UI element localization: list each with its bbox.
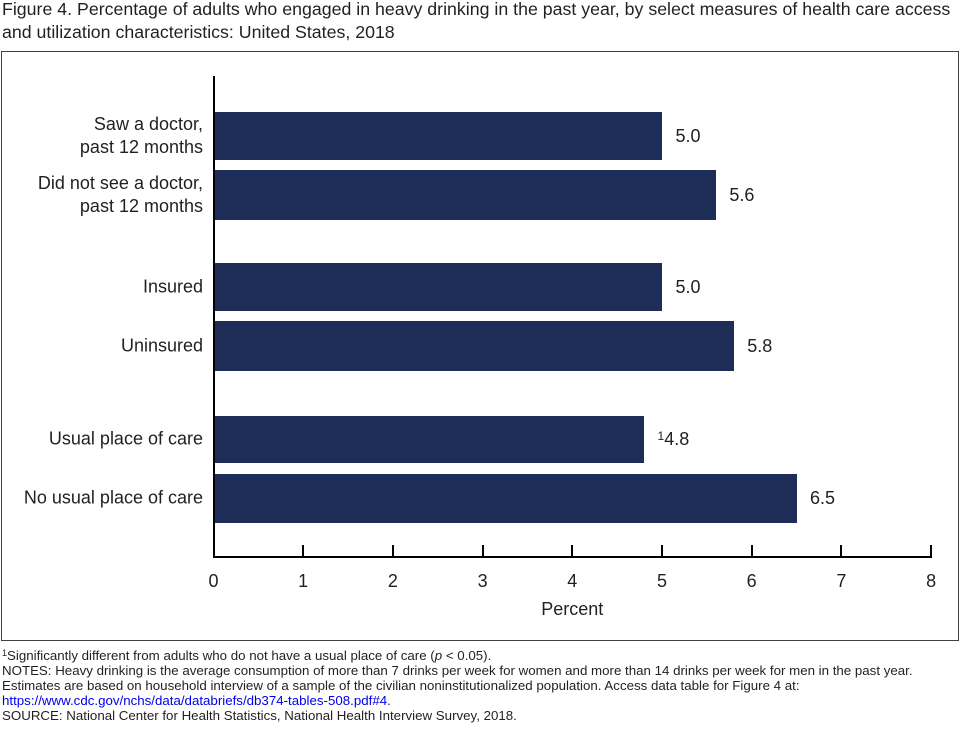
x-tick-label-1: 1 <box>298 570 309 591</box>
x-tick-label-7: 7 <box>836 570 847 591</box>
footnote-notes-line1: NOTES: Heavy drinking is the average con… <box>2 662 913 678</box>
footnote-notes-line2: Estimates are based on household intervi… <box>2 677 800 693</box>
category-label-1: Saw a doctor, past 12 months <box>79 113 203 157</box>
x-tick-label-6: 6 <box>746 570 757 591</box>
value-label-3: 5.0 <box>675 276 701 297</box>
value-label-6: 6.5 <box>810 488 836 509</box>
category-label-4: Uninsured <box>120 335 203 355</box>
value-label-2: 5.6 <box>729 184 755 205</box>
x-tick-label-3: 3 <box>477 570 488 591</box>
value-label-5: 14.8 <box>657 428 690 450</box>
footnotes: 1Significantly different from adults who… <box>2 648 958 723</box>
x-axis-tick-8 <box>930 545 933 556</box>
footnote-significance-text: Significantly different from adults who … <box>7 647 435 663</box>
footnote-source: SOURCE: National Center for Health Stati… <box>2 707 517 723</box>
x-axis-tick-4 <box>571 545 574 556</box>
x-axis-tick-2 <box>391 545 394 556</box>
value-label-4: 5.8 <box>747 335 773 356</box>
x-tick-label-8: 8 <box>926 570 937 591</box>
x-tick-label-4: 4 <box>567 570 578 591</box>
category-label-5: Usual place of care <box>48 428 203 449</box>
x-axis-tick-7 <box>840 545 843 556</box>
bar-did-not-see-a-doctor-past-12-months <box>214 170 716 220</box>
data-table-link[interactable]: https://www.cdc.gov/nchs/data/databriefs… <box>2 692 388 708</box>
category-label-3: Insured <box>142 276 203 296</box>
link-period: . <box>387 692 391 708</box>
x-axis-line <box>212 555 933 558</box>
bar-uninsured <box>214 320 734 371</box>
bar-saw-a-doctor-past-12-months <box>214 111 662 160</box>
figure-title: Figure 4. Percentage of adults who engag… <box>2 0 950 44</box>
x-axis-title: Percent <box>541 599 604 619</box>
footnote-p-italic: p <box>434 647 443 663</box>
value-superscript: 1 <box>657 428 665 443</box>
bar-insured <box>214 262 662 311</box>
x-tick-label-5: 5 <box>656 570 667 591</box>
figure-title-line2: and utilization characteristics: United … <box>2 21 395 42</box>
footnote-link-line: https://www.cdc.gov/nchs/data/databriefs… <box>2 693 958 708</box>
footnote-significance: 1Significantly different from adults who… <box>2 648 958 663</box>
value-label-1: 5.0 <box>675 125 701 146</box>
x-axis-tick-6 <box>750 545 753 556</box>
x-axis-tick-1 <box>302 545 305 556</box>
y-axis-line <box>212 76 215 558</box>
x-axis-tick-3 <box>481 545 484 556</box>
footnote-significance-tail: < 0.05). <box>442 647 492 663</box>
category-label-6: No usual place of care <box>23 487 203 508</box>
footnote-marker: 1 <box>2 648 8 658</box>
x-axis-tick-5 <box>661 545 663 556</box>
category-label-2: Did not see a doctor, past 12 months <box>37 172 203 216</box>
figure-title-line1: Figure 4. Percentage of adults who engag… <box>2 0 951 19</box>
x-tick-label-2: 2 <box>387 570 398 591</box>
bar-no-usual-place-of-care <box>214 474 797 523</box>
x-tick-label-0: 0 <box>208 570 219 591</box>
bar-usual-place-of-care <box>214 416 645 463</box>
